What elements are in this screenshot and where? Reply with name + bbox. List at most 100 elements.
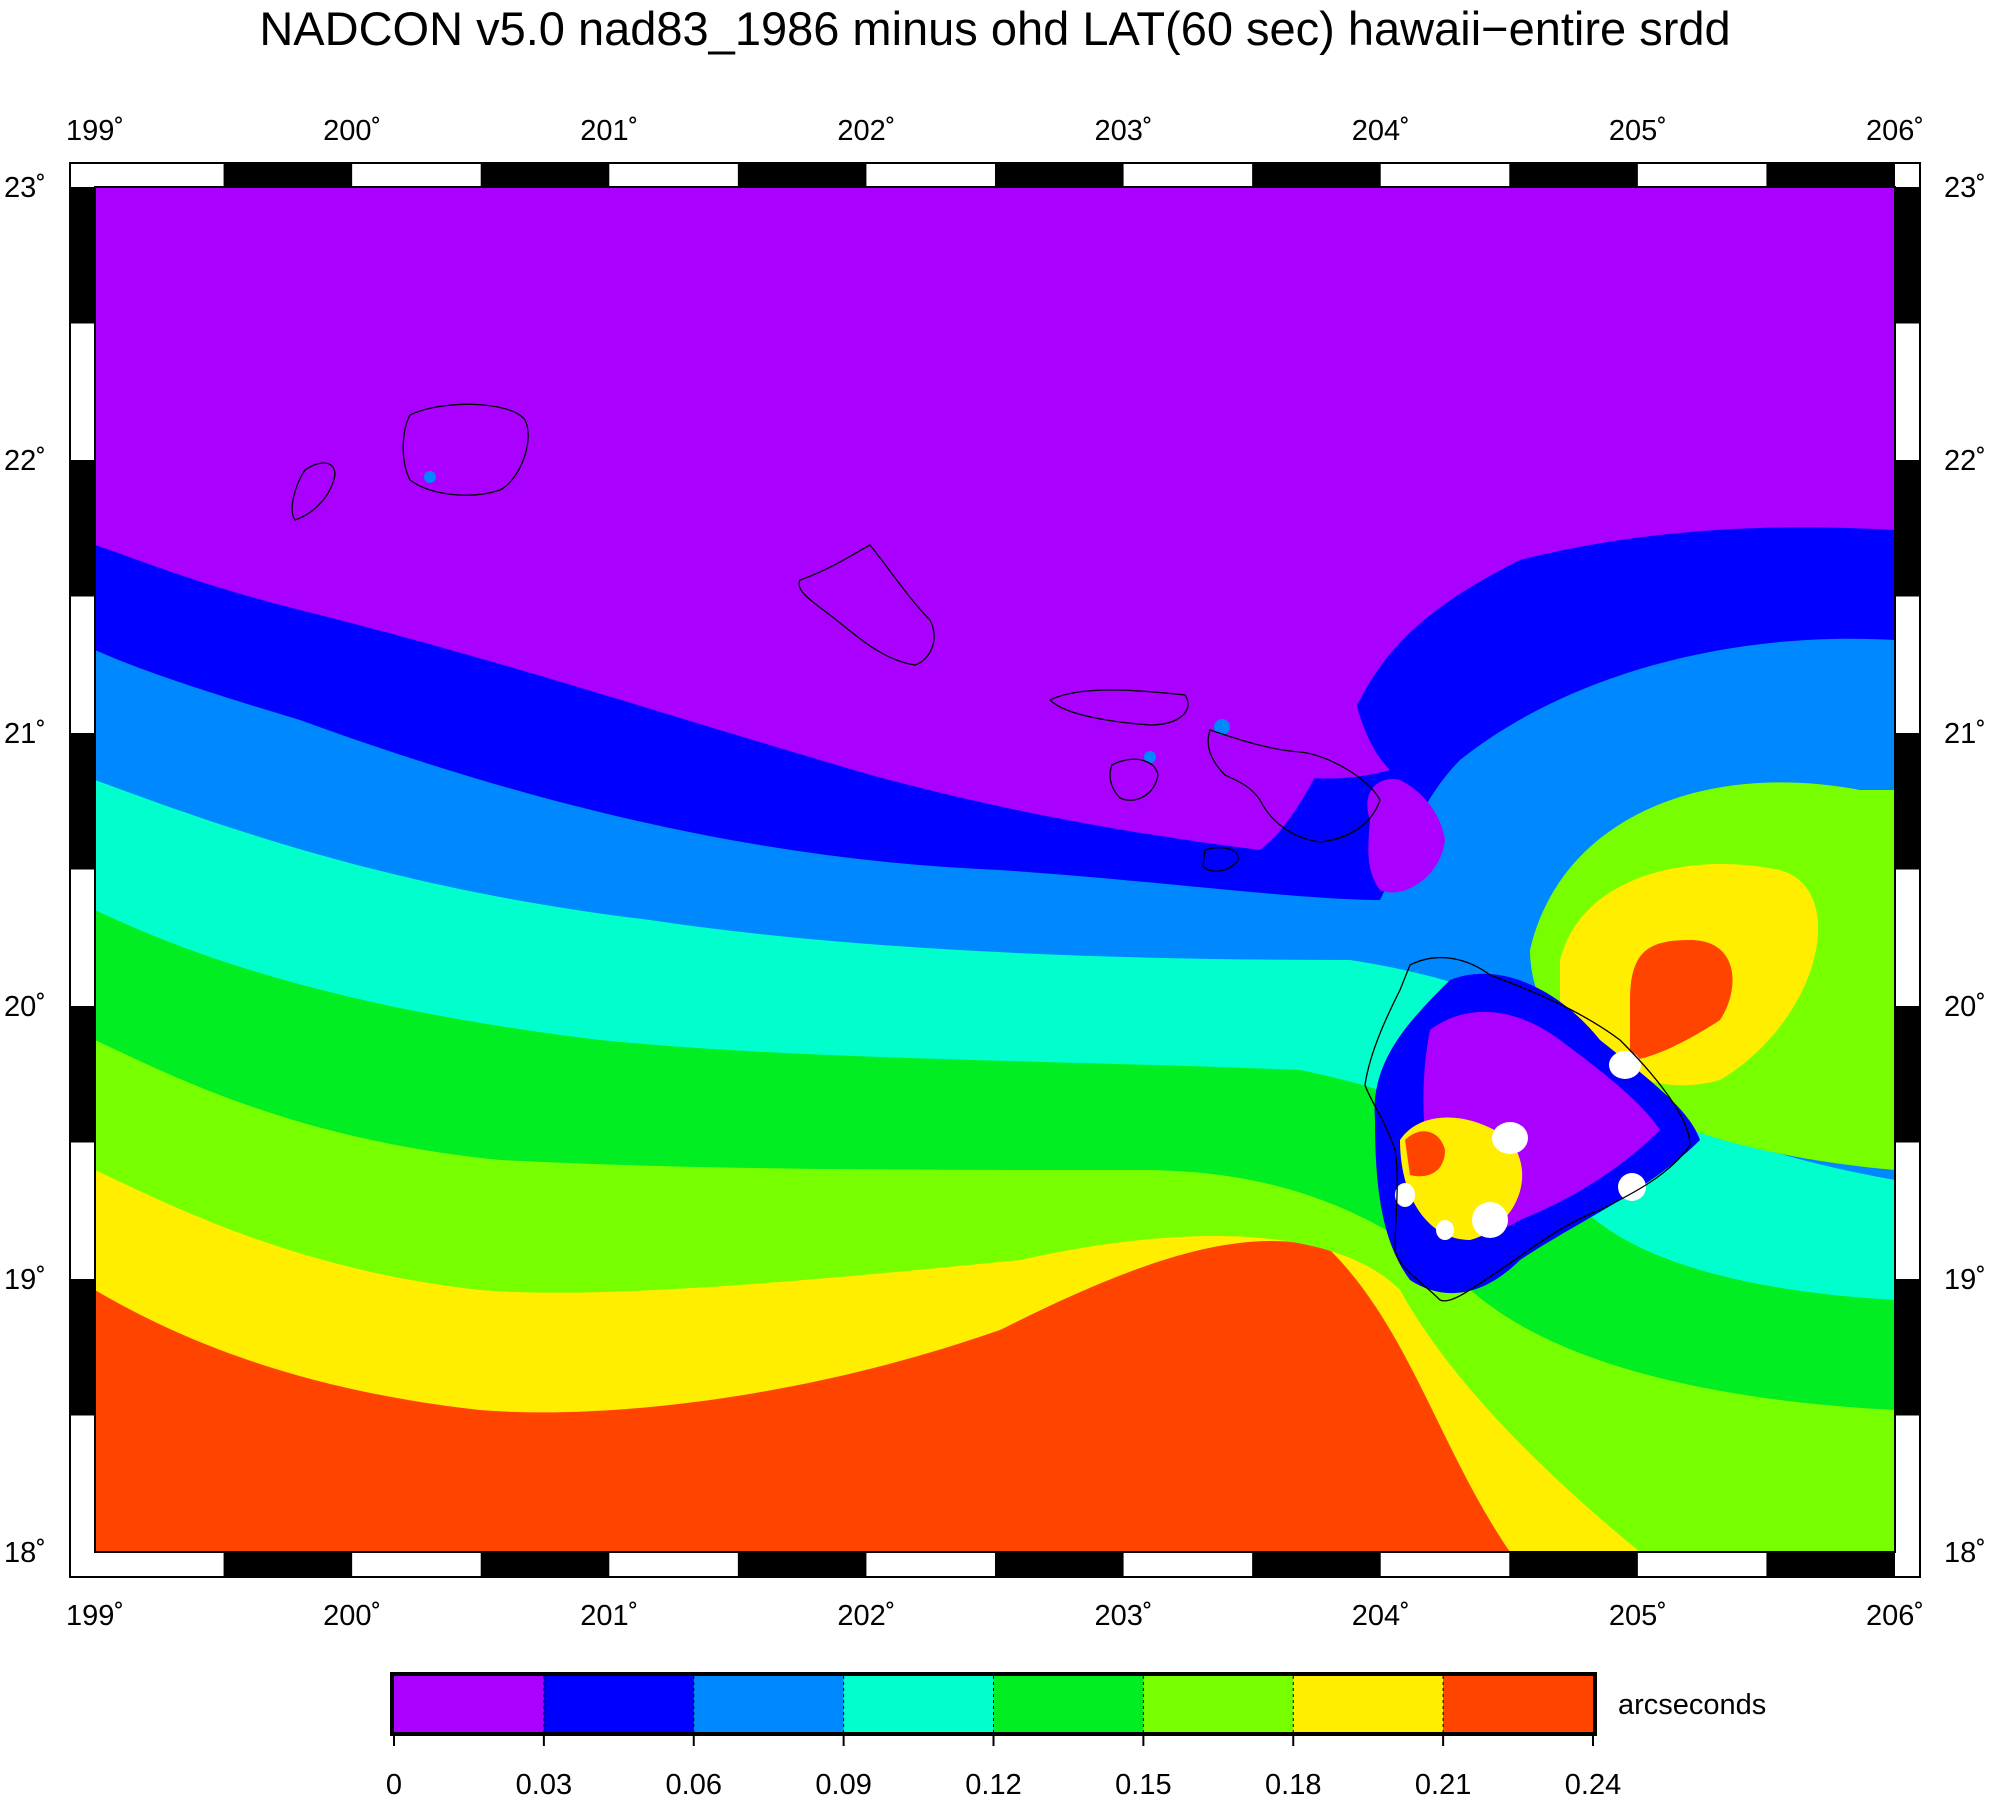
colorbar-cell — [1293, 1676, 1444, 1732]
map-frame — [69, 162, 1921, 1578]
frame-bar-top — [223, 163, 353, 187]
hotspot-e — [1395, 1183, 1415, 1207]
lat-label: 20˚ — [1944, 991, 1986, 1023]
lon-label: 205˚ — [1609, 1600, 1667, 1632]
colorbar-cell — [693, 1676, 845, 1732]
colorbar-tick-label: 0.09 — [815, 1769, 871, 1801]
lon-label: 203˚ — [1095, 1600, 1153, 1632]
frame-bars — [70, 163, 1920, 1577]
lat-label: 23˚ — [1944, 172, 1986, 204]
lon-label: 204˚ — [1352, 1600, 1410, 1632]
lanai-coast — [1109, 758, 1159, 801]
big-island-kona-core — [1405, 1131, 1445, 1177]
frame-bar-top — [737, 163, 867, 187]
frame-bar-bottom — [1509, 1552, 1638, 1577]
frame-bar-right — [1895, 187, 1920, 324]
lat-label: 18˚ — [4, 1537, 46, 1569]
lat-labels-left: 23˚ 22˚ 21˚ 20˚ 19˚ 18˚ — [4, 172, 46, 1569]
frame-bar-bottom — [1252, 1552, 1381, 1577]
lat-label: 22˚ — [1944, 445, 1986, 477]
lon-label: 201˚ — [580, 1600, 638, 1632]
maui-coast — [1207, 729, 1381, 843]
frame-bar-bottom — [1766, 1552, 1895, 1577]
kauai-speck — [424, 471, 436, 483]
lon-label: 204˚ — [1352, 115, 1410, 147]
lat-label: 22˚ — [4, 445, 46, 477]
colorbar-tick-label: 0.12 — [965, 1769, 1021, 1801]
colorbar-tick-label: 0.21 — [1415, 1769, 1471, 1801]
lat-label: 21˚ — [4, 718, 46, 750]
colorbar-cell — [543, 1676, 695, 1732]
contour-field — [95, 187, 1895, 1552]
frame-bar-left — [70, 460, 95, 597]
frame-bar-top — [480, 163, 610, 187]
lon-label: 202˚ — [837, 1600, 895, 1632]
colorbar-cell — [1443, 1676, 1594, 1732]
lon-labels-top: 199˚ 200˚ 201˚ 202˚ 203˚ 204˚ 205˚ 206˚ — [66, 115, 1924, 147]
colorbar-tick-label: 0.15 — [1115, 1769, 1171, 1801]
colorbar-cell — [394, 1676, 545, 1732]
frame-bar-top — [1252, 163, 1381, 187]
colorbar-tick-label: 0 — [386, 1769, 402, 1801]
lon-label: 202˚ — [837, 115, 895, 147]
kauai-coast — [402, 403, 529, 496]
lat-label: 23˚ — [4, 172, 46, 204]
colorbar: 0 0.03 0.06 0.09 0.12 0.15 0.18 0.21 0.24 arcsec… — [386, 1672, 1766, 1801]
frame-bar-bottom — [480, 1552, 610, 1577]
frame-bar-top — [1509, 163, 1638, 187]
band-0.00 — [95, 187, 1895, 779]
frame-bar-top — [995, 163, 1124, 187]
maui-speck — [1214, 719, 1230, 735]
map-title: NADCON v5.0 nad83_1986 minus ohd LAT(60 … — [259, 2, 1730, 55]
lat-label: 20˚ — [4, 991, 46, 1023]
niihau-coast — [291, 462, 336, 521]
colorbar-unit: arcseconds — [1618, 1689, 1766, 1721]
frame-bar-right — [1895, 733, 1920, 870]
lon-labels-bottom: 199˚ 200˚ 201˚ 202˚ 203˚ 204˚ 205˚ 206˚ — [66, 1600, 1924, 1632]
hotspot-c — [1618, 1173, 1646, 1201]
lat-label: 19˚ — [1944, 1264, 1986, 1296]
lat-label: 18˚ — [1944, 1537, 1986, 1569]
hotspot-a — [1492, 1122, 1528, 1154]
lon-label: 200˚ — [323, 1600, 381, 1632]
hawaii-coast — [1364, 957, 1691, 1302]
band-0.00-south — [1367, 779, 1445, 893]
frame-bar-left — [70, 1006, 95, 1143]
lat-labels-right: 23˚ 22˚ 21˚ 20˚ 19˚ 18˚ — [1944, 172, 1986, 1569]
lat-label: 19˚ — [4, 1264, 46, 1296]
colorbar-cell — [843, 1676, 994, 1732]
oahu-coast — [798, 544, 935, 666]
lon-label: 199˚ — [66, 1600, 124, 1632]
anomaly-core-0.21 — [1630, 940, 1733, 1060]
colorbar-tick-label: 0.06 — [666, 1769, 722, 1801]
hotspot-f — [1436, 1220, 1454, 1240]
frame-bar-bottom — [223, 1552, 353, 1577]
colorbar-ticks: 0 0.03 0.06 0.09 0.12 0.15 0.18 0.21 0.24 — [386, 1732, 1621, 1801]
hotspot-b — [1472, 1202, 1508, 1238]
colorbar-tick-label: 0.03 — [516, 1769, 572, 1801]
colorbar-cell — [993, 1676, 1144, 1732]
coastlines — [291, 403, 1691, 1302]
lon-label: 200˚ — [323, 115, 381, 147]
lon-label: 199˚ — [66, 115, 124, 147]
hotspot-d — [1609, 1051, 1641, 1079]
molokai-coast — [1048, 689, 1189, 726]
lon-label: 206˚ — [1866, 115, 1924, 147]
frame-bar-right — [1895, 1279, 1920, 1416]
frame-bar-right — [1895, 1006, 1920, 1143]
frame-bar-left — [70, 1279, 95, 1416]
colorbar-cell — [1143, 1676, 1294, 1732]
frame-bar-bottom — [737, 1552, 867, 1577]
frame-bar-right — [1895, 460, 1920, 597]
frame-bar-bottom — [995, 1552, 1124, 1577]
frame-bar-top — [1766, 163, 1895, 187]
lon-label: 201˚ — [580, 115, 638, 147]
kahoolawe-coast — [1202, 847, 1239, 872]
molokai-speck — [1144, 751, 1156, 763]
colorbar-tick-label: 0.18 — [1265, 1769, 1321, 1801]
frame-bar-left — [70, 733, 95, 870]
colorbar-cells — [394, 1676, 1594, 1732]
lat-label: 21˚ — [1944, 718, 1986, 750]
colorbar-tick-label: 0.24 — [1565, 1769, 1621, 1801]
